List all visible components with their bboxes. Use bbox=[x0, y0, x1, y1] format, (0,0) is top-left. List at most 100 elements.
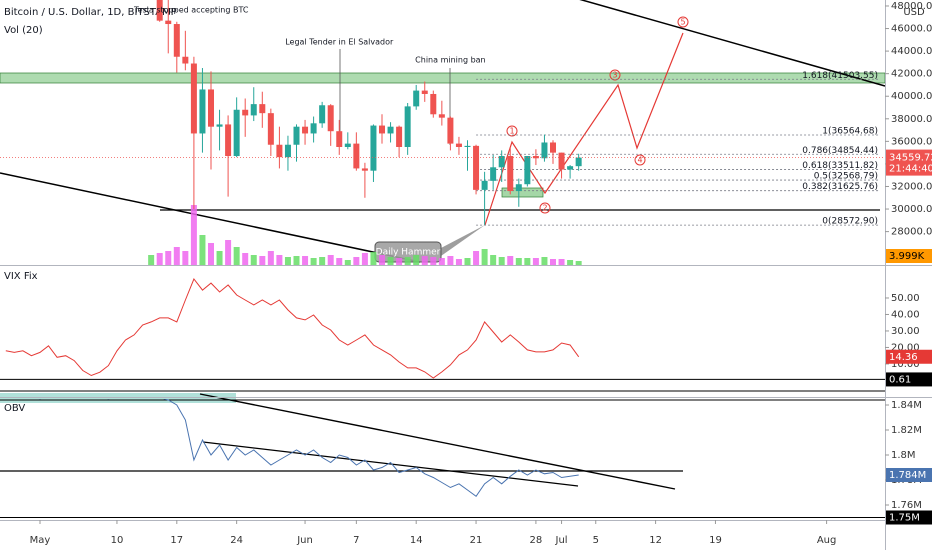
candle-body bbox=[276, 144, 283, 158]
candle-body bbox=[387, 126, 394, 134]
volume-bar bbox=[284, 257, 291, 265]
candle-body bbox=[336, 131, 343, 147]
wave-label: 2 bbox=[542, 204, 547, 213]
wave-circle bbox=[539, 202, 551, 214]
indicator-title: VIX Fix bbox=[4, 271, 38, 282]
candle-body bbox=[259, 104, 266, 114]
candle-body bbox=[396, 126, 403, 147]
x-tick-label: 17 bbox=[170, 535, 183, 546]
x-tick-label: Aug bbox=[817, 535, 837, 546]
candle-body bbox=[361, 168, 368, 171]
indicator-line bbox=[5, 278, 580, 379]
chart-title: Bitcoin / U.S. Dollar, 1D, BITSTAMP bbox=[4, 7, 177, 18]
volume-bar bbox=[259, 256, 266, 265]
volume-bar bbox=[250, 255, 257, 265]
annotation: Legal Tender in El Salvador bbox=[285, 38, 394, 47]
vix-pane bbox=[0, 278, 885, 380]
obv-trend bbox=[202, 441, 579, 487]
indicator-line bbox=[38, 399, 579, 498]
wave-circle bbox=[634, 154, 646, 166]
trend-line bbox=[579, 0, 886, 87]
volume-bar bbox=[455, 259, 462, 265]
volume-bar bbox=[319, 257, 326, 265]
volume-bar bbox=[208, 243, 214, 265]
x-tick-label: 14 bbox=[410, 535, 423, 546]
candle-body bbox=[242, 109, 249, 116]
volume-bar bbox=[515, 258, 522, 265]
x-tick-label: Jun bbox=[296, 535, 313, 546]
obv-trend bbox=[199, 393, 676, 490]
x-tick-label: 12 bbox=[649, 535, 662, 546]
level-label-box bbox=[886, 372, 932, 387]
candle-body bbox=[481, 180, 488, 190]
fib-label: 1(36564.68) bbox=[822, 126, 878, 136]
annotation: Tesla stopped accepting BTC bbox=[133, 6, 249, 15]
annotation: China mining ban bbox=[415, 56, 485, 65]
volume-bar bbox=[182, 251, 189, 265]
volume-bar bbox=[550, 259, 556, 265]
volume-bar bbox=[173, 247, 180, 265]
volume-bar bbox=[310, 258, 317, 265]
x-tick-label: 5 bbox=[593, 535, 599, 546]
candle-body bbox=[165, 20, 172, 25]
volume-bar bbox=[438, 258, 445, 265]
candle-body bbox=[250, 104, 257, 116]
volume-bar bbox=[421, 256, 428, 265]
last-value-box bbox=[886, 349, 932, 364]
candle-body bbox=[413, 90, 420, 107]
volume-bar bbox=[507, 256, 514, 265]
candle-body bbox=[430, 93, 437, 115]
fib-label: 0.618(33511.82) bbox=[802, 161, 878, 171]
candle-body bbox=[319, 105, 326, 124]
candle-body bbox=[327, 105, 334, 132]
volume-bar bbox=[387, 257, 394, 265]
level-label: 1.75M bbox=[889, 513, 920, 524]
resistance-zone bbox=[0, 72, 886, 84]
y-tick-label: 40000.00 bbox=[891, 91, 932, 102]
candle-body bbox=[173, 24, 180, 57]
trend-line bbox=[0, 172, 421, 263]
volume-bar bbox=[524, 258, 531, 265]
volume-bar bbox=[216, 251, 223, 265]
fib-label: 0.5(32568.79) bbox=[814, 172, 878, 182]
y-tick-label: 1.8M bbox=[891, 450, 916, 461]
volume-bar bbox=[490, 255, 497, 265]
fib-label: 0.786(34854.44) bbox=[802, 146, 878, 156]
volume-bar bbox=[190, 205, 197, 265]
y-tick-label: 36000.00 bbox=[891, 136, 932, 147]
last-value: 1.784M bbox=[889, 470, 926, 481]
candle-body bbox=[284, 144, 291, 158]
volume-bar bbox=[199, 235, 206, 265]
y-tick-label: 40.00 bbox=[891, 309, 920, 320]
candle-body bbox=[310, 123, 317, 134]
price-pane bbox=[0, 0, 885, 265]
candle-body bbox=[507, 156, 514, 191]
volume-bar bbox=[165, 251, 172, 265]
candle-body bbox=[473, 145, 480, 190]
y-tick-label: 30.00 bbox=[891, 326, 920, 337]
candle-body bbox=[353, 143, 360, 169]
candle-body bbox=[302, 126, 309, 134]
candle-body bbox=[498, 156, 505, 168]
wave-label: 4 bbox=[637, 156, 642, 165]
volume-bar bbox=[447, 256, 454, 265]
volume-bar bbox=[575, 261, 582, 265]
y-tick-label: 46000.00 bbox=[891, 24, 932, 35]
candle-body bbox=[182, 56, 189, 64]
candle-body bbox=[156, 0, 163, 21]
last-volume-box bbox=[886, 249, 932, 263]
y-tick-label: 30000.00 bbox=[891, 204, 932, 215]
candle-body bbox=[447, 117, 454, 144]
y-tick-label: 1.84M bbox=[891, 400, 922, 411]
candle-body bbox=[233, 109, 240, 157]
annotation-box bbox=[412, 53, 489, 67]
indicator-title: OBV bbox=[4, 403, 25, 414]
last-value: 14.36 bbox=[889, 352, 918, 363]
currency: USD bbox=[903, 7, 925, 18]
x-tick-label: 28 bbox=[530, 535, 543, 546]
x-tick-label: 19 bbox=[709, 535, 722, 546]
y-tick-label: 1.76M bbox=[891, 500, 922, 511]
candle-body bbox=[208, 89, 214, 127]
